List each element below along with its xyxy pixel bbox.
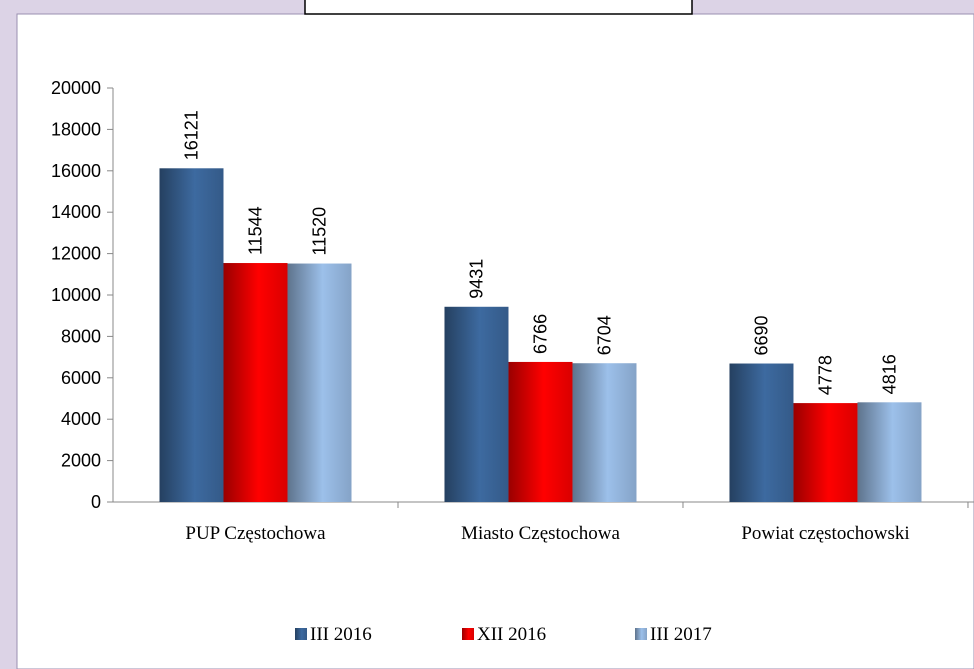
- title-box: [304, 0, 693, 15]
- legend-swatch: [295, 628, 307, 640]
- value-label: 6690: [751, 315, 771, 355]
- value-label: 4778: [815, 355, 835, 395]
- x-tick-label: Miasto Częstochowa: [461, 523, 620, 544]
- bar: [159, 168, 224, 503]
- value-label: 6766: [530, 314, 550, 354]
- y-tick-label: 14000: [51, 202, 101, 222]
- legend-label: XII 2016: [477, 624, 546, 645]
- bar: [223, 263, 288, 502]
- x-tick-label: PUP Częstochowa: [185, 523, 326, 544]
- value-label: 16121: [181, 110, 201, 160]
- y-tick-label: 4000: [61, 409, 101, 429]
- y-tick-label: 18000: [51, 119, 101, 139]
- value-label: 6704: [594, 315, 614, 355]
- y-tick-label: 12000: [51, 244, 101, 264]
- y-tick-label: 20000: [51, 78, 101, 98]
- bar: [793, 403, 858, 502]
- y-tick-label: 16000: [51, 161, 101, 181]
- bar: [287, 263, 352, 502]
- value-label: 4816: [879, 354, 899, 394]
- y-tick-label: 8000: [61, 326, 101, 346]
- value-label: 9431: [466, 259, 486, 299]
- y-tick-label: 10000: [51, 285, 101, 305]
- bar: [572, 363, 637, 502]
- x-tick-label: Powiat częstochowski: [741, 523, 909, 544]
- value-label: 11520: [309, 207, 329, 256]
- value-label: 11544: [245, 206, 265, 255]
- legend-swatch: [635, 628, 647, 640]
- legend-label: III 2017: [650, 624, 712, 645]
- legend-swatch: [462, 628, 474, 640]
- bar: [857, 402, 922, 502]
- y-tick-label: 0: [91, 492, 101, 512]
- bar: [444, 306, 509, 502]
- bar: [508, 361, 573, 502]
- legend-label: III 2016: [310, 624, 372, 645]
- y-tick-label: 6000: [61, 368, 101, 388]
- y-tick-label: 2000: [61, 451, 101, 471]
- bar: [729, 363, 794, 502]
